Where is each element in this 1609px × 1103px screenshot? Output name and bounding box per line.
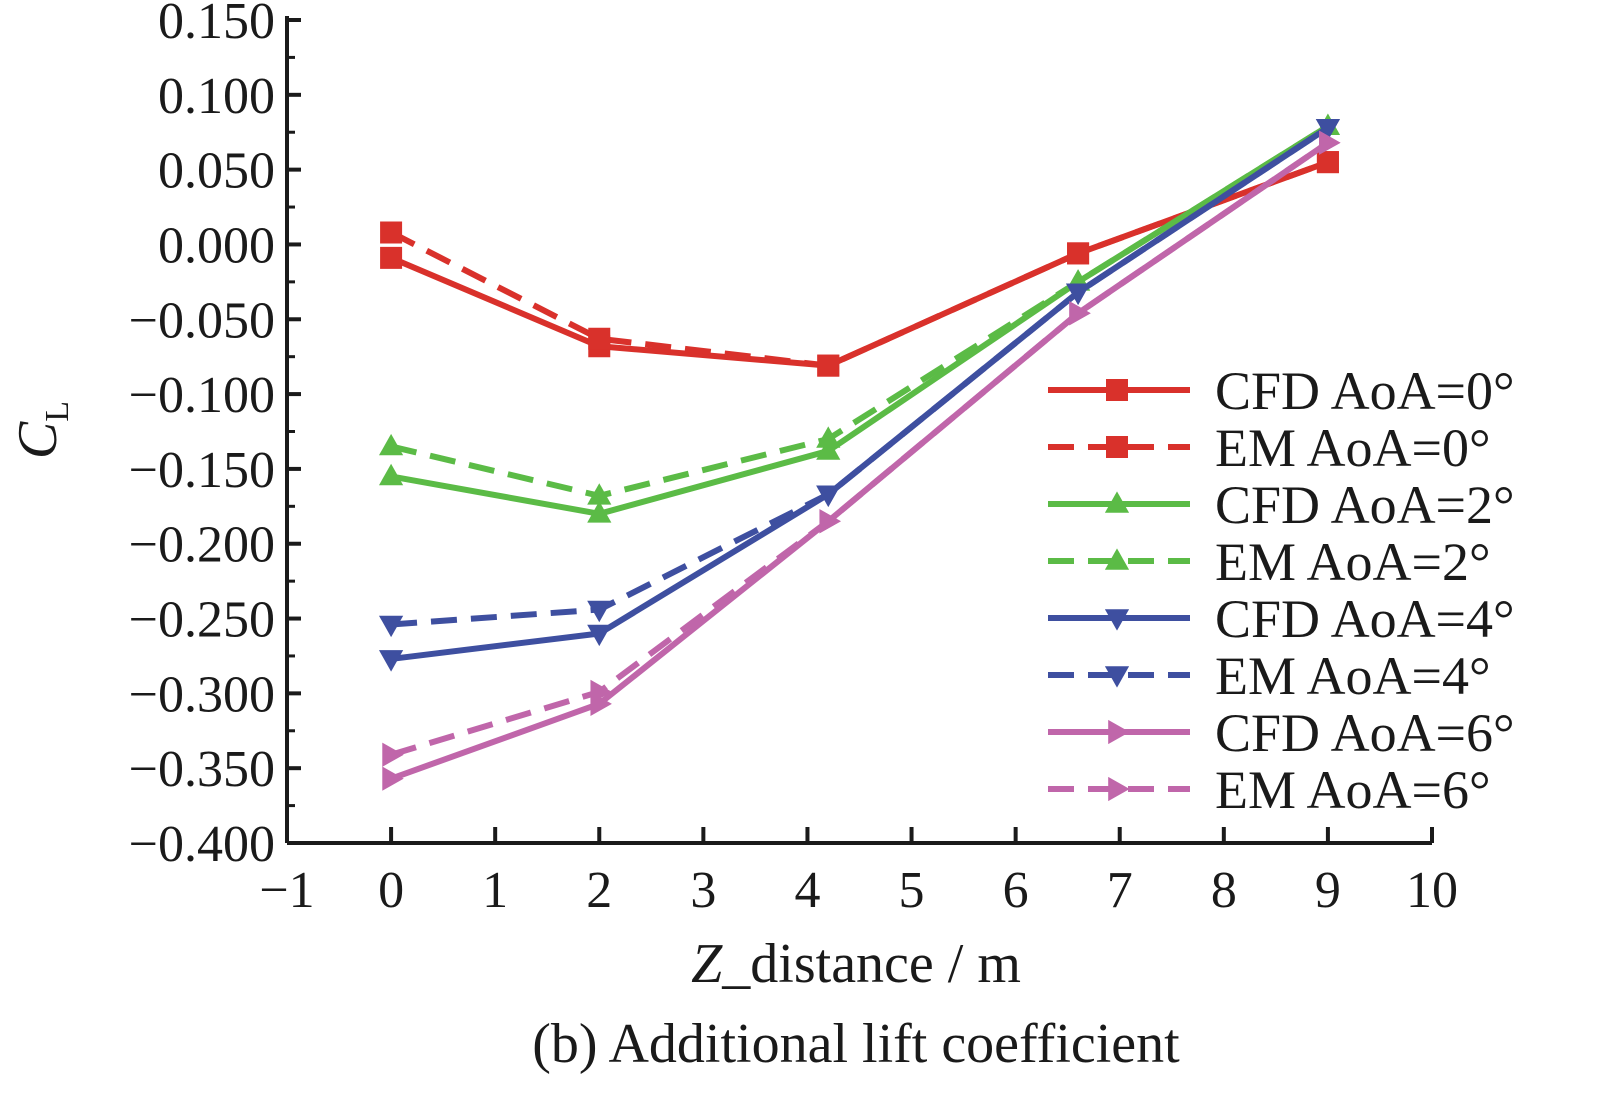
legend-entry: EM AoA=0° <box>1048 418 1491 478</box>
y-tick-label: −0.250 <box>129 592 275 649</box>
series-2 <box>380 151 1339 377</box>
legend-entry: CFD AoA=4° <box>1048 589 1515 649</box>
series-5 <box>378 118 1341 672</box>
y-tick-label: 0.100 <box>158 68 275 125</box>
y-tick-label: −0.350 <box>129 741 275 798</box>
data-point <box>382 742 404 767</box>
series-line <box>390 125 1330 628</box>
y-tick-label: −0.300 <box>129 666 275 723</box>
y-axis-label-main: C <box>7 421 69 459</box>
data-point <box>587 501 612 523</box>
series-6 <box>378 118 1341 638</box>
legend-entry: EM AoA=2° <box>1048 532 1491 592</box>
data-point <box>1315 118 1341 141</box>
series-3 <box>378 113 1341 523</box>
data-point <box>380 246 403 269</box>
legend-entry: CFD AoA=2° <box>1048 475 1515 535</box>
x-tick-label: 9 <box>1315 862 1341 919</box>
y-tick-label: 0.050 <box>158 143 275 200</box>
data-point <box>816 485 841 507</box>
data-point <box>819 509 841 534</box>
data-point <box>816 426 841 448</box>
x-tick-label: 3 <box>690 862 716 919</box>
data-point <box>1316 151 1339 174</box>
data-point <box>378 650 404 672</box>
legend-entry: EM AoA=4° <box>1048 646 1491 706</box>
legend: CFD AoA=0°EM AoA=0°CFD AoA=2°EM AoA=2°CF… <box>1048 361 1515 820</box>
data-point <box>378 433 404 456</box>
legend-label: CFD AoA=2° <box>1215 475 1515 535</box>
legend-label: CFD AoA=4° <box>1215 589 1515 649</box>
data-point <box>816 438 841 460</box>
data-point <box>817 354 840 377</box>
legend-swatch-marker <box>1104 609 1130 631</box>
data-point <box>380 221 403 244</box>
data-point <box>378 463 404 486</box>
y-tick-label: −0.200 <box>129 517 275 574</box>
legend-swatch-marker <box>1106 436 1128 458</box>
y-tick-label: −0.050 <box>129 292 275 349</box>
x-axis-label-italic: Z <box>691 933 723 995</box>
y-tick-label: −0.150 <box>129 442 275 499</box>
data-point <box>590 679 612 704</box>
legend-entry: CFD AoA=6° <box>1048 703 1515 763</box>
series-1 <box>380 151 1339 377</box>
y-axis-label-sub: L <box>39 401 76 422</box>
legend-label: EM AoA=0° <box>1215 418 1491 478</box>
series-line <box>389 159 1329 369</box>
x-tick-label: −1 <box>259 862 314 919</box>
y-axis-label: CL <box>7 401 76 459</box>
series-8 <box>382 130 1341 767</box>
legend-swatch-marker <box>1104 548 1130 570</box>
legend-label: CFD AoA=0° <box>1215 361 1515 421</box>
data-point <box>587 600 612 623</box>
y-tick-label: 0.150 <box>158 0 275 50</box>
legend-swatch-marker <box>1108 776 1130 802</box>
y-tick-label: 0.000 <box>158 217 275 274</box>
x-tick-label: 2 <box>586 862 612 919</box>
series-line <box>389 159 1329 369</box>
data-point <box>1067 242 1090 265</box>
data-point <box>382 766 404 791</box>
x-axis-label: Z_distance / m <box>691 933 1021 995</box>
data-point <box>587 624 612 647</box>
x-tick-label: 8 <box>1211 862 1237 919</box>
figure-caption: (b) Additional lift coefficient <box>532 1013 1180 1075</box>
legend-label: CFD AoA=6° <box>1215 703 1515 763</box>
axes: 0.150 0.100 0.050 0.000 −0.050 −0.100 −0.150 −0… <box>129 0 1458 919</box>
data-point <box>1319 130 1341 155</box>
legend-swatch-marker <box>1106 379 1128 401</box>
x-tick-label: 1 <box>482 862 508 919</box>
data-point <box>587 483 612 505</box>
x-tick-label: 5 <box>899 862 925 919</box>
legend-entry: EM AoA=6° <box>1048 760 1491 820</box>
data-point <box>1069 301 1091 326</box>
legend-swatch-marker <box>1104 666 1130 688</box>
x-tick-label: 10 <box>1406 862 1458 919</box>
legend-label: EM AoA=2° <box>1215 532 1491 592</box>
x-tick-label: 6 <box>1003 862 1029 919</box>
data-point <box>378 615 404 638</box>
legend-entry: CFD AoA=0° <box>1048 361 1515 421</box>
legend-label: EM AoA=4° <box>1215 646 1491 706</box>
legend-swatch-marker <box>1108 719 1130 745</box>
x-tick-label: 0 <box>378 862 404 919</box>
plot-area <box>378 113 1341 791</box>
x-tick-label: 4 <box>794 862 820 919</box>
y-tick-label: −0.100 <box>129 367 275 424</box>
data-point <box>1065 283 1091 305</box>
series-line <box>390 125 1330 662</box>
x-axis-label-rest: _distance / m <box>721 933 1021 995</box>
x-tick-label: 7 <box>1107 862 1133 919</box>
series-4 <box>378 113 1341 505</box>
series-line <box>390 123 1330 499</box>
data-point <box>588 327 611 350</box>
y-tick-label: −0.400 <box>129 816 275 873</box>
legend-swatch-marker <box>1104 491 1130 513</box>
legend-label: EM AoA=6° <box>1215 760 1491 820</box>
